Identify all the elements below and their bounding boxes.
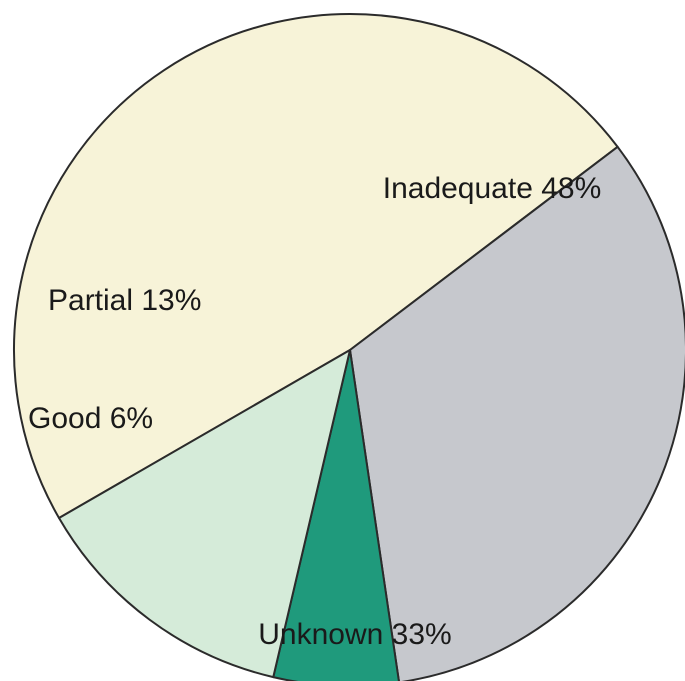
slice-label-unknown: Unknown 33% bbox=[258, 618, 451, 651]
pie-slice-partial bbox=[58, 349, 351, 679]
slice-label-good: Good 6% bbox=[28, 402, 153, 435]
pie-slice-inadequate bbox=[13, 13, 619, 519]
slice-label-inadequate: Inadequate 48% bbox=[383, 172, 602, 205]
pie-slice-unknown bbox=[349, 145, 685, 681]
pie-slice-good bbox=[272, 349, 400, 681]
slice-label-partial: Partial 13% bbox=[48, 284, 201, 317]
